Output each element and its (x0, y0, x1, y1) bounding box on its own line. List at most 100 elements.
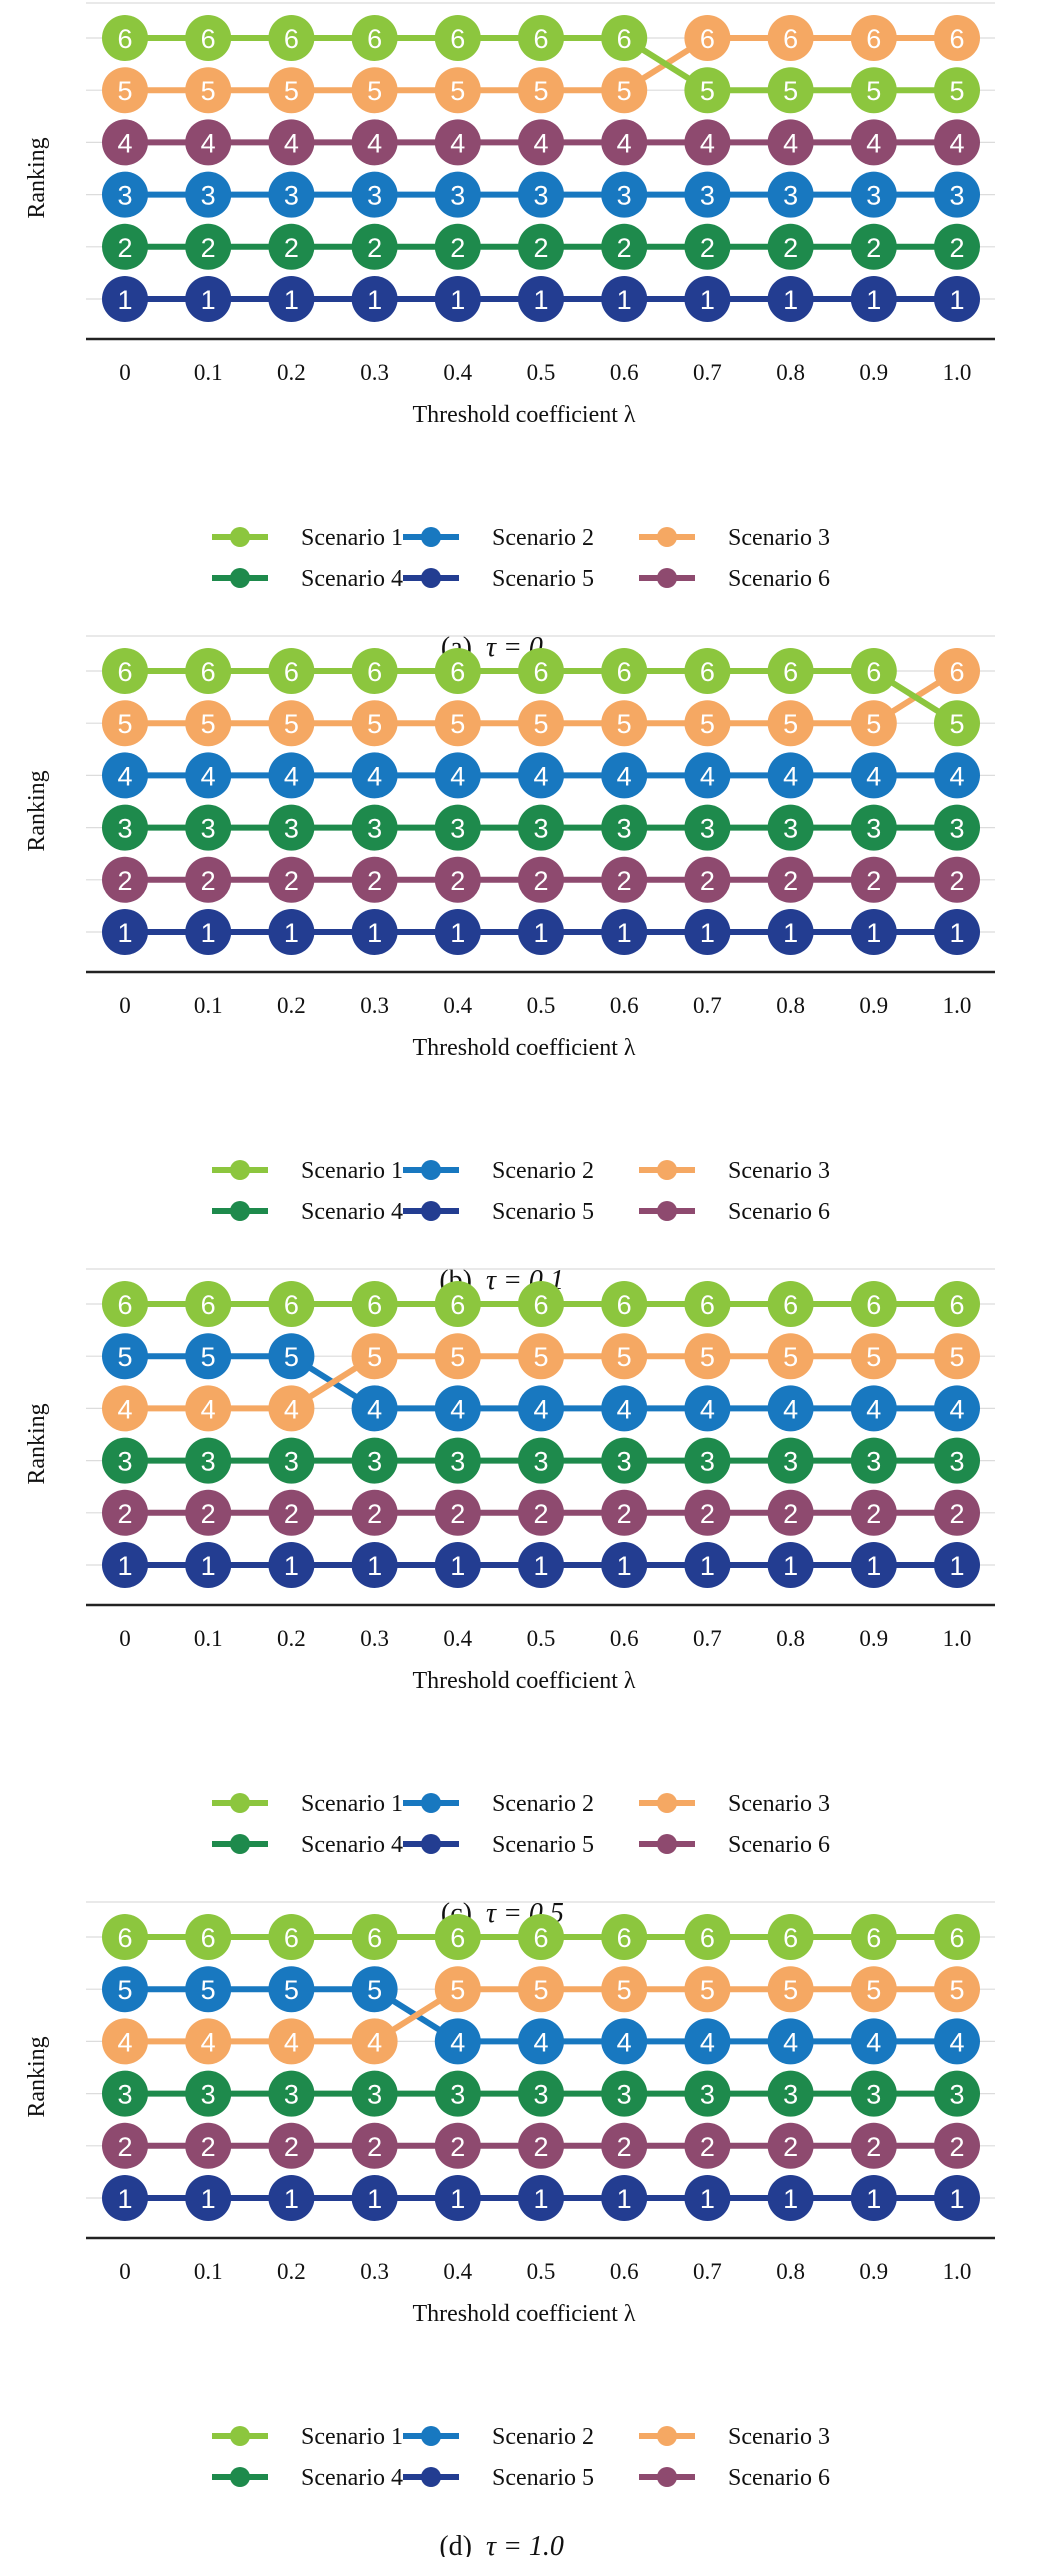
data-point-marker (351, 2175, 398, 2221)
legend-item-scenario-2: Scenario 2 (403, 525, 594, 551)
data-point-marker (434, 1966, 481, 2013)
data-point-label: 4 (949, 128, 964, 158)
data-point-label: 5 (783, 709, 798, 739)
data-point-marker (767, 171, 814, 218)
data-point-label: 1 (949, 1551, 964, 1581)
data-point-label: 3 (117, 814, 132, 844)
data-point-marker (102, 1914, 148, 1960)
data-point-label: 5 (866, 76, 881, 106)
data-point-marker (102, 752, 148, 799)
data-point-marker (434, 223, 481, 270)
x-tick-label: 0.6 (610, 993, 639, 1018)
data-point-marker (850, 67, 897, 114)
data-point-marker (268, 67, 315, 114)
data-point-label: 6 (117, 657, 132, 687)
data-point-label: 5 (533, 1975, 548, 2005)
data-point-label: 5 (201, 76, 216, 106)
data-point-marker (434, 909, 481, 955)
data-point-label: 4 (201, 1394, 216, 1424)
data-point-marker (601, 1542, 648, 1588)
data-point-marker (684, 15, 731, 61)
x-tick-label: 0.5 (527, 993, 556, 1018)
data-point-marker (518, 2018, 564, 2065)
data-point-label: 4 (117, 1394, 132, 1424)
data-point-marker (102, 909, 148, 955)
data-point-marker (601, 223, 648, 270)
data-point-label: 3 (201, 2080, 216, 2110)
data-point-marker (434, 67, 481, 114)
data-point-label: 4 (450, 761, 465, 791)
data-point-label: 5 (700, 76, 715, 106)
data-point-label: 2 (117, 1499, 132, 1529)
data-point-marker (185, 223, 232, 270)
data-point-label: 5 (533, 709, 548, 739)
data-point-label: 1 (700, 1551, 715, 1581)
x-tick-label: 0.4 (443, 2259, 472, 2284)
data-point-marker (518, 2175, 564, 2221)
data-point-label: 6 (450, 1923, 465, 1953)
data-point-marker (767, 2122, 814, 2169)
data-point-marker (767, 67, 814, 114)
data-point-label: 1 (949, 918, 964, 948)
data-point-marker (351, 2122, 398, 2169)
data-point-marker (850, 2018, 897, 2065)
data-point-marker (601, 909, 648, 955)
data-point-label: 2 (450, 2132, 465, 2162)
legend-item-scenario-1: Scenario 1 (212, 525, 403, 551)
chart-panel-2: Ranking 0 0.1 0.2 0.3 0.4 0.5 0.6 0.7 0.8 0.9 1.0 Th… (24, 635, 995, 1296)
data-point-marker (601, 752, 648, 799)
data-point-marker (351, 1333, 398, 1380)
data-point-label: 6 (617, 1290, 632, 1320)
data-point-label: 4 (949, 1394, 964, 1424)
data-point-marker (518, 1437, 564, 1484)
data-point-label: 4 (533, 761, 548, 791)
data-point-label: 4 (617, 1394, 632, 1424)
data-point-marker (102, 1966, 148, 2013)
data-point-marker (518, 171, 564, 218)
data-point-label: 3 (533, 181, 548, 211)
data-point-label: 5 (117, 1975, 132, 2005)
data-point-label: 5 (117, 1342, 132, 1372)
data-point-marker (268, 1966, 315, 2013)
data-point-label: 6 (284, 24, 299, 54)
data-point-label: 4 (783, 1394, 798, 1424)
data-point-label: 1 (866, 285, 881, 315)
data-point-marker (268, 1385, 315, 1432)
data-point-marker (684, 804, 731, 851)
data-point-label: 5 (949, 1975, 964, 2005)
data-point-marker (268, 223, 315, 270)
data-point-label: 6 (866, 1290, 881, 1320)
data-point-marker (934, 2018, 980, 2065)
data-point-marker (434, 171, 481, 218)
legend-item-scenario-6: Scenario 6 (639, 566, 830, 592)
data-point-label: 1 (117, 2184, 132, 2214)
data-point-marker (351, 1966, 398, 2013)
legend-label: Scenario 5 (492, 1199, 594, 1225)
data-point-label: 4 (949, 2027, 964, 2057)
data-point-label: 1 (700, 918, 715, 948)
legend-item-scenario-1: Scenario 1 (212, 2424, 403, 2450)
x-tick-label: 1.0 (943, 2259, 972, 2284)
data-point-label: 3 (866, 1447, 881, 1477)
data-point-marker (185, 276, 232, 322)
data-point-label: 5 (617, 1342, 632, 1372)
data-point-marker (268, 752, 315, 799)
data-point-label: 4 (866, 2027, 881, 2057)
data-point-marker (351, 1281, 398, 1327)
data-point-marker (684, 909, 731, 955)
data-point-label: 6 (866, 24, 881, 54)
data-point-label: 3 (201, 814, 216, 844)
data-point-marker (850, 1437, 897, 1484)
data-point-label: 2 (949, 1499, 964, 1529)
data-point-label: 2 (617, 233, 632, 263)
data-point-marker (102, 804, 148, 851)
data-point-label: 2 (284, 866, 299, 896)
x-tick-label: 0.1 (194, 360, 223, 385)
data-point-label: 6 (949, 657, 964, 687)
data-point-marker (351, 2070, 398, 2117)
data-point-marker (434, 15, 481, 61)
data-point-label: 6 (617, 24, 632, 54)
data-point-label: 6 (533, 1290, 548, 1320)
data-point-marker (767, 1542, 814, 1588)
